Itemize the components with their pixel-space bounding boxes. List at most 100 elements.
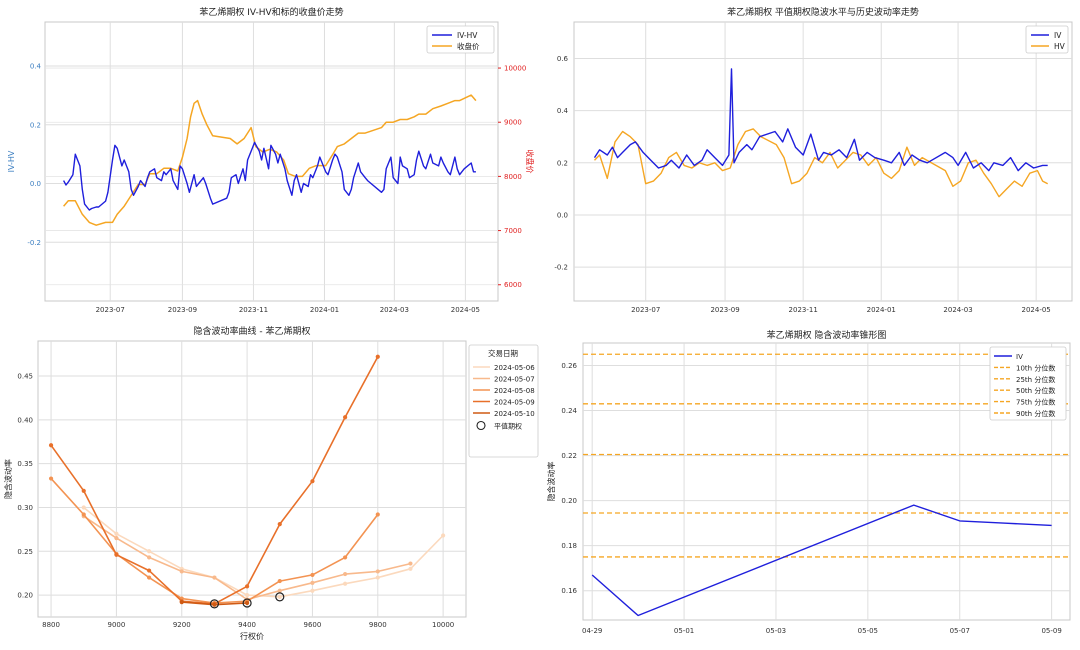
x-tick-label: 9400 (238, 621, 256, 629)
y2-tick-label: 6000 (504, 281, 522, 289)
x-tick-label: 2023-07 (96, 306, 125, 314)
legend-label: 2024-05-10 (494, 410, 535, 418)
x-tick-label: 2024-01 (310, 306, 339, 314)
y-tick-label: 0.35 (17, 460, 33, 468)
smile-point (48, 443, 54, 448)
y-tick-label: 0.40 (17, 416, 33, 424)
x-tick-label: 9600 (304, 621, 322, 629)
smile-point (81, 488, 86, 493)
y-tick-label: 0.30 (17, 504, 33, 512)
x-tick-label: 2023-09 (168, 306, 197, 314)
smile-point (244, 592, 250, 598)
x-tick-label: 9000 (107, 621, 125, 629)
y-tick-label: -0.2 (554, 264, 568, 272)
legend-label: 75th 分位数 (1016, 398, 1055, 407)
legend: IV HV (1025, 25, 1069, 54)
chart-title: 苯乙烯期权 平值期权隐波水平与历史波动率走势 (727, 6, 919, 18)
smile-point (146, 555, 152, 560)
y2-tick-label: 10000 (504, 65, 526, 73)
smile-point (244, 600, 250, 606)
smile-point (375, 354, 380, 359)
iv-line (591, 504, 1052, 617)
y-tick-label: 0.20 (561, 497, 577, 505)
chart-title: 隐含波动率曲线 - 苯乙烯期权 (194, 325, 311, 337)
legend-label: 2024-05-09 (494, 399, 535, 407)
smile-point (81, 505, 86, 510)
x-tick-label: 2024-03 (943, 306, 972, 314)
y-axis-label: IV-HV (7, 150, 16, 172)
chart-title: 苯乙烯期权 IV-HV和标的收盘价走势 (199, 6, 343, 18)
iv-line (593, 68, 1048, 172)
y-tick-label: 0.0 (30, 180, 41, 188)
y-tick-label: 0.26 (561, 362, 577, 370)
smile-point (212, 602, 217, 607)
y-tick-label: 0.2 (557, 159, 568, 167)
smile-point (48, 476, 54, 481)
plot-frame (573, 21, 1073, 302)
y-tick-label: 0.18 (561, 542, 577, 550)
y-tick-label: 0.20 (17, 592, 33, 600)
atm-marker (209, 599, 220, 609)
y2-axis-label: 收盘价 (525, 150, 535, 174)
legend-atm-marker (476, 420, 486, 431)
y-axis-label: 隐含波动率 (3, 459, 13, 499)
y-tick-label: 0.25 (17, 548, 33, 556)
smile-point (310, 580, 315, 585)
atm-marker (275, 592, 285, 602)
smile-point (343, 571, 348, 577)
y-tick-label: 0.6 (557, 55, 569, 63)
y-tick-label: -0.2 (27, 239, 41, 247)
legend-title: 交易日期 (488, 348, 518, 358)
smile-point (408, 566, 413, 571)
chart-iv-hv-close: 2023-07 2023-09 2023-11 2024-01 2024-03 2024-… (7, 6, 535, 314)
legend-label: IV (1016, 353, 1023, 361)
smile-point (277, 588, 282, 593)
y-tick-label: 0.4 (557, 107, 569, 115)
atm-marker (242, 598, 252, 608)
y-tick-label: 0.16 (561, 587, 577, 595)
iv-hv-line (62, 141, 476, 211)
smile-point (343, 555, 348, 560)
legend: IV 10th 分位数 25th 分位数 50th 分位数 75th 分位数 90th 分… (989, 346, 1067, 421)
legend-label: 2024-05-06 (494, 364, 535, 372)
y-tick-label: 0.2 (30, 121, 41, 129)
chart-iv-smile: 8800 9000 9200 9400 9600 9800 10000 0.20 0.25 0.3… (3, 325, 539, 641)
x-tick-label: 2024-05 (1022, 306, 1051, 314)
x-tick-label: 05-05 (858, 627, 878, 635)
x-tick-label: 05-03 (766, 627, 786, 635)
smile-point (310, 588, 315, 593)
legend-label: 90th 分位数 (1016, 409, 1055, 418)
x-tick-label: 9200 (173, 621, 191, 629)
smile-point (179, 569, 184, 574)
x-tick-label: 2023-11 (239, 306, 268, 314)
plot-frame (44, 21, 499, 302)
legend-label: 50th 分位数 (1016, 386, 1055, 395)
x-tick-label: 2024-03 (380, 306, 409, 314)
smile-point (114, 536, 119, 541)
legend-label: IV (1054, 31, 1062, 40)
smile-point (441, 533, 446, 538)
smile-point (277, 522, 282, 527)
legend-label: 平值期权 (494, 422, 522, 431)
y-tick-label: 0.22 (561, 452, 577, 460)
smile-point (310, 479, 315, 484)
y-axis-label: 隐含波动率 (546, 462, 556, 502)
smile-point (408, 561, 413, 566)
x-tick-label: 2023-11 (789, 306, 818, 314)
y2-tick-label: 9000 (504, 119, 522, 127)
smile-point (146, 549, 152, 554)
smile-point (114, 531, 119, 536)
plot-frame (37, 340, 467, 618)
x-tick-label: 05-01 (674, 627, 694, 635)
smile-line (83, 506, 444, 598)
smile-point (277, 594, 282, 599)
x-tick-label: 2023-09 (710, 306, 739, 314)
y-tick-label: 0.0 (557, 211, 568, 219)
legend: 交易日期 2024-05-06 2024-05-07 2024-05-08 2024-0… (468, 344, 539, 458)
smile-point (179, 600, 184, 605)
y-tick-label: 0.45 (17, 373, 33, 381)
smile-point (146, 568, 152, 573)
smile-point (310, 572, 315, 578)
